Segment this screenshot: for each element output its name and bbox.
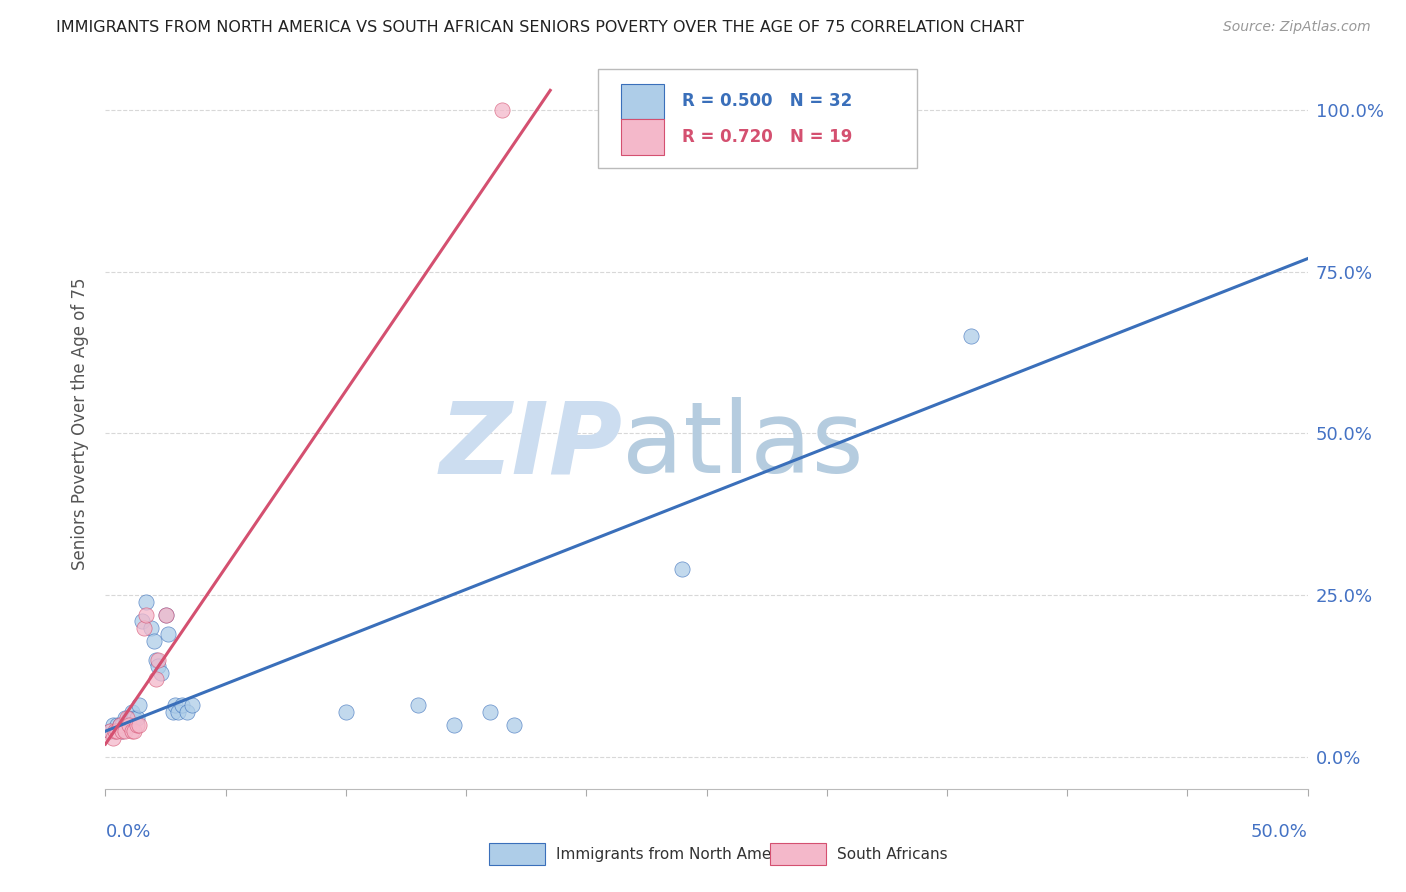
Y-axis label: Seniors Poverty Over the Age of 75: Seniors Poverty Over the Age of 75: [72, 277, 90, 570]
Point: [145, 673, 167, 687]
Text: ZIP: ZIP: [439, 397, 623, 494]
Point: [98, 724, 121, 739]
Point: [101, 731, 124, 745]
Point: [124, 724, 146, 739]
Point: [115, 711, 138, 725]
Point: [165, 698, 187, 713]
Point: [503, 717, 526, 731]
Text: South Africans: South Africans: [838, 847, 948, 862]
Point: [132, 621, 155, 635]
Point: [155, 607, 177, 622]
Point: [104, 724, 127, 739]
Point: [107, 717, 129, 731]
Point: [118, 717, 141, 731]
FancyBboxPatch shape: [621, 84, 665, 119]
Point: [108, 717, 131, 731]
Point: [131, 614, 153, 628]
Point: [111, 724, 134, 739]
Point: [125, 711, 148, 725]
Text: IMMIGRANTS FROM NORTH AMERICA VS SOUTH AFRICAN SENIORS POVERTY OVER THE AGE OF 7: IMMIGRANTS FROM NORTH AMERICA VS SOUTH A…: [56, 20, 1024, 35]
Point: [115, 717, 138, 731]
Point: [166, 705, 188, 719]
Text: Immigrants from North America: Immigrants from North America: [555, 847, 800, 862]
Point: [121, 705, 143, 719]
Point: [124, 711, 146, 725]
Text: Source: ZipAtlas.com: Source: ZipAtlas.com: [1223, 20, 1371, 34]
Point: [101, 717, 124, 731]
Text: atlas: atlas: [623, 397, 865, 494]
Point: [142, 633, 165, 648]
Point: [139, 621, 162, 635]
Point: [114, 711, 136, 725]
Point: [479, 705, 502, 719]
Point: [443, 717, 465, 731]
Point: [128, 698, 150, 713]
Point: [98, 724, 121, 739]
Point: [125, 717, 148, 731]
Point: [176, 705, 198, 719]
Point: [156, 627, 179, 641]
Point: [406, 698, 429, 713]
Point: [671, 562, 693, 576]
Point: [107, 724, 129, 739]
Text: R = 0.500   N = 32: R = 0.500 N = 32: [682, 92, 852, 110]
Point: [111, 724, 134, 739]
FancyBboxPatch shape: [621, 120, 665, 154]
Point: [149, 665, 172, 680]
Point: [128, 717, 150, 731]
Text: R = 0.720   N = 19: R = 0.720 N = 19: [682, 128, 853, 146]
Point: [121, 724, 143, 739]
Point: [104, 724, 127, 739]
FancyBboxPatch shape: [599, 69, 917, 168]
Point: [111, 717, 134, 731]
Point: [335, 705, 357, 719]
Point: [162, 705, 184, 719]
Point: [960, 329, 983, 343]
Point: [145, 653, 167, 667]
Point: [108, 717, 131, 731]
Point: [148, 653, 170, 667]
Point: [114, 724, 136, 739]
Text: 50.0%: 50.0%: [1251, 823, 1308, 841]
Point: [172, 698, 194, 713]
Point: [491, 103, 513, 117]
Point: [135, 607, 157, 622]
Point: [135, 595, 157, 609]
Point: [148, 659, 170, 673]
Text: 0.0%: 0.0%: [105, 823, 150, 841]
Point: [181, 698, 204, 713]
Point: [155, 607, 177, 622]
Point: [118, 711, 141, 725]
